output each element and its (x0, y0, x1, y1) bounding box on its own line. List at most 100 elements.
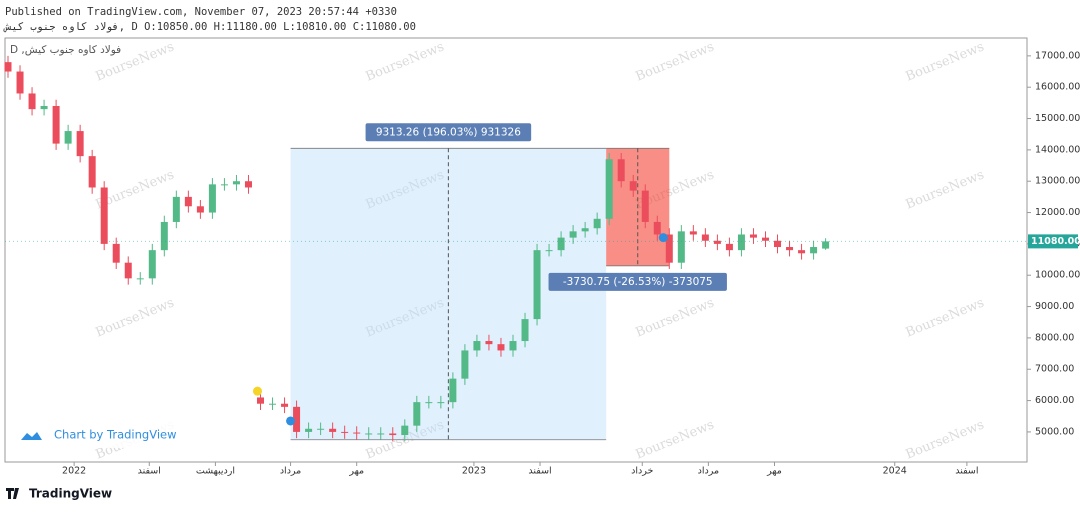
credit-badge: Chart by TradingView (14, 420, 177, 448)
candle-body (701, 234, 709, 241)
x-tick-label: مهر (348, 466, 364, 477)
y-tick-label: 16000.00 (1035, 82, 1080, 93)
candle-body (76, 131, 84, 157)
y-tick-label: 6000.00 (1035, 395, 1074, 406)
candle-body (749, 234, 757, 238)
y-tick-label: 14000.00 (1035, 144, 1080, 155)
candle-body (593, 218, 601, 229)
last-price-bg (1028, 234, 1078, 249)
y-tick-label: 12000.00 (1035, 207, 1080, 218)
candle-body (557, 237, 565, 251)
y-tick-label: 13000.00 (1035, 176, 1080, 187)
watermark: BourseNews (904, 295, 987, 340)
range-label-bg (365, 123, 532, 142)
y-tick-label: 15000.00 (1035, 113, 1080, 124)
candle-body (774, 240, 782, 248)
candle-body (172, 196, 180, 222)
y-tick-label: 7000.00 (1035, 364, 1074, 375)
x-tick-label: 2022 (62, 466, 86, 477)
y-tick-label: 10000.00 (1035, 270, 1080, 281)
x-tick-label: اسفند (138, 466, 161, 477)
credit: Chart by TradingView (54, 428, 177, 442)
candle-body (293, 406, 301, 432)
candle-body (208, 184, 216, 213)
x-tick-label: اسفند (955, 466, 978, 477)
x-tick-label: مرداد (698, 466, 719, 477)
watermark: BourseNews (634, 39, 717, 84)
candle-body (569, 231, 577, 238)
header-line: Published on TradingView.com, November 0… (5, 6, 397, 18)
candle-body (136, 278, 144, 280)
candle-body (329, 428, 337, 432)
symbol-label: D ,فولاد کاوه جنوب کیش (10, 44, 121, 56)
candle-body (617, 159, 625, 182)
candle-body (377, 433, 385, 435)
candle-body (64, 131, 72, 144)
x-tick-label: خرداد (631, 466, 653, 477)
marker (658, 233, 668, 243)
watermark: BourseNews (904, 39, 987, 84)
candle-body (425, 402, 433, 404)
candle-body (485, 341, 493, 345)
candle-body (677, 231, 685, 263)
candle-body (353, 432, 361, 434)
candle-body (112, 243, 120, 263)
x-tick-label: اسفند (528, 466, 551, 477)
marker (252, 386, 262, 396)
watermark: BourseNews (904, 417, 987, 462)
candle-body (653, 221, 661, 235)
candle-body (148, 250, 156, 279)
candle-body (269, 403, 277, 405)
candle-body (28, 93, 36, 110)
candle-body (461, 350, 469, 379)
y-tick-label: 17000.00 (1035, 50, 1080, 61)
candle-body (509, 341, 517, 351)
candle-body (737, 234, 745, 251)
candle-body (413, 402, 421, 426)
candle-body (497, 344, 505, 351)
range-label-bg (548, 272, 727, 291)
candle-body (52, 106, 60, 144)
x-tick-label: 2023 (462, 466, 486, 477)
candle-body (184, 196, 192, 207)
candle-body (401, 425, 409, 436)
y-tick-label: 8000.00 (1035, 332, 1074, 343)
candle-body (4, 62, 12, 72)
candle-body (786, 247, 794, 251)
last-price-label: 11080.00 (1031, 236, 1080, 247)
candle-body (798, 250, 806, 254)
candle-body (257, 397, 264, 404)
watermark: BourseNews (634, 417, 717, 462)
candle-body (244, 181, 252, 188)
header-line: فولاد کاوه جنوب کیش, D O:10850.00 H:1118… (3, 21, 416, 33)
candle-body (810, 247, 818, 254)
candle-body (761, 237, 769, 241)
candle-body (545, 250, 553, 252)
footer: TradingView (6, 487, 112, 501)
candle-body (341, 431, 349, 433)
candle-body (317, 428, 325, 430)
y-tick-label: 5000.00 (1035, 426, 1074, 437)
x-tick-label: مهر (766, 466, 782, 477)
candle-body (473, 341, 481, 351)
x-tick-label: مرداد (280, 466, 301, 477)
candle-body (232, 181, 240, 185)
candle-body (281, 403, 289, 407)
candle-body (389, 433, 397, 436)
x-tick-label: 2024 (883, 466, 907, 477)
candle-body (449, 378, 457, 403)
watermark: BourseNews (634, 295, 717, 340)
candle-body (16, 71, 24, 94)
range-label: 9313.26 (196.03%) 931326 (376, 126, 521, 138)
candle-body (124, 262, 132, 279)
candle-body (629, 181, 637, 191)
candle-body (88, 156, 96, 188)
candle-body (220, 184, 228, 186)
range-box (290, 148, 607, 440)
candle-body (160, 221, 168, 251)
candle-body (725, 243, 733, 251)
candle-body (365, 433, 373, 435)
footer-text: TradingView (29, 487, 112, 501)
watermark: BourseNews (364, 39, 447, 84)
